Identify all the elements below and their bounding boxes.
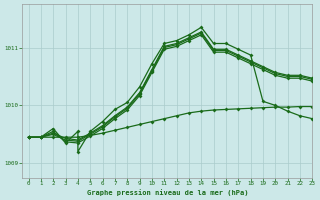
X-axis label: Graphe pression niveau de la mer (hPa): Graphe pression niveau de la mer (hPa) xyxy=(87,189,248,196)
